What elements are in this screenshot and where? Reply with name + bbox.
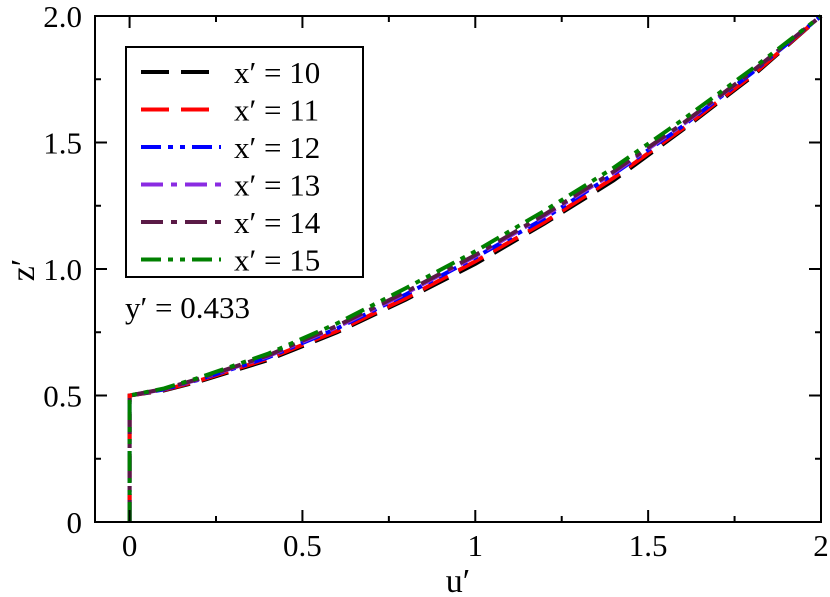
- legend-label: x′ = 12: [234, 130, 320, 165]
- legend-box: [125, 46, 364, 278]
- y-tick-label: 1.0: [43, 252, 82, 287]
- legend-label: x′ = 15: [234, 243, 320, 278]
- x-tick-label: 0: [122, 528, 138, 563]
- legend-label: x′ = 14: [234, 205, 321, 240]
- legend-label: x′ = 11: [234, 93, 319, 128]
- series-line-6: [127, 14, 823, 522]
- x-tick-label: 1.5: [629, 528, 668, 563]
- series-lines: [127, 14, 823, 522]
- x-axis-label: u′: [446, 563, 470, 597]
- x-axis-ticks: 0 0.5 1 1.5 2: [122, 16, 829, 563]
- x-tick-label: 1: [468, 528, 484, 563]
- y-tick-label: 0.5: [43, 379, 82, 414]
- legend-label: x′ = 13: [234, 168, 320, 203]
- y-tick-label: 2.0: [43, 0, 82, 34]
- y-axis-label: z′: [5, 259, 42, 282]
- x-tick-label: 0.5: [283, 528, 322, 563]
- y-tick-label: 0: [67, 505, 83, 540]
- y-axis-ticks: 0 0.5 1.0 1.5 2.0: [43, 0, 821, 540]
- annotation-y-value: y′ = 0.433: [125, 290, 250, 325]
- legend-label: x′ = 10: [234, 55, 320, 90]
- x-tick-label: 2: [813, 528, 829, 563]
- legend: x′ = 10x′ = 11x′ = 12x′ = 13x′ = 14x′ = …: [125, 46, 364, 278]
- y-tick-label: 1.5: [43, 126, 82, 161]
